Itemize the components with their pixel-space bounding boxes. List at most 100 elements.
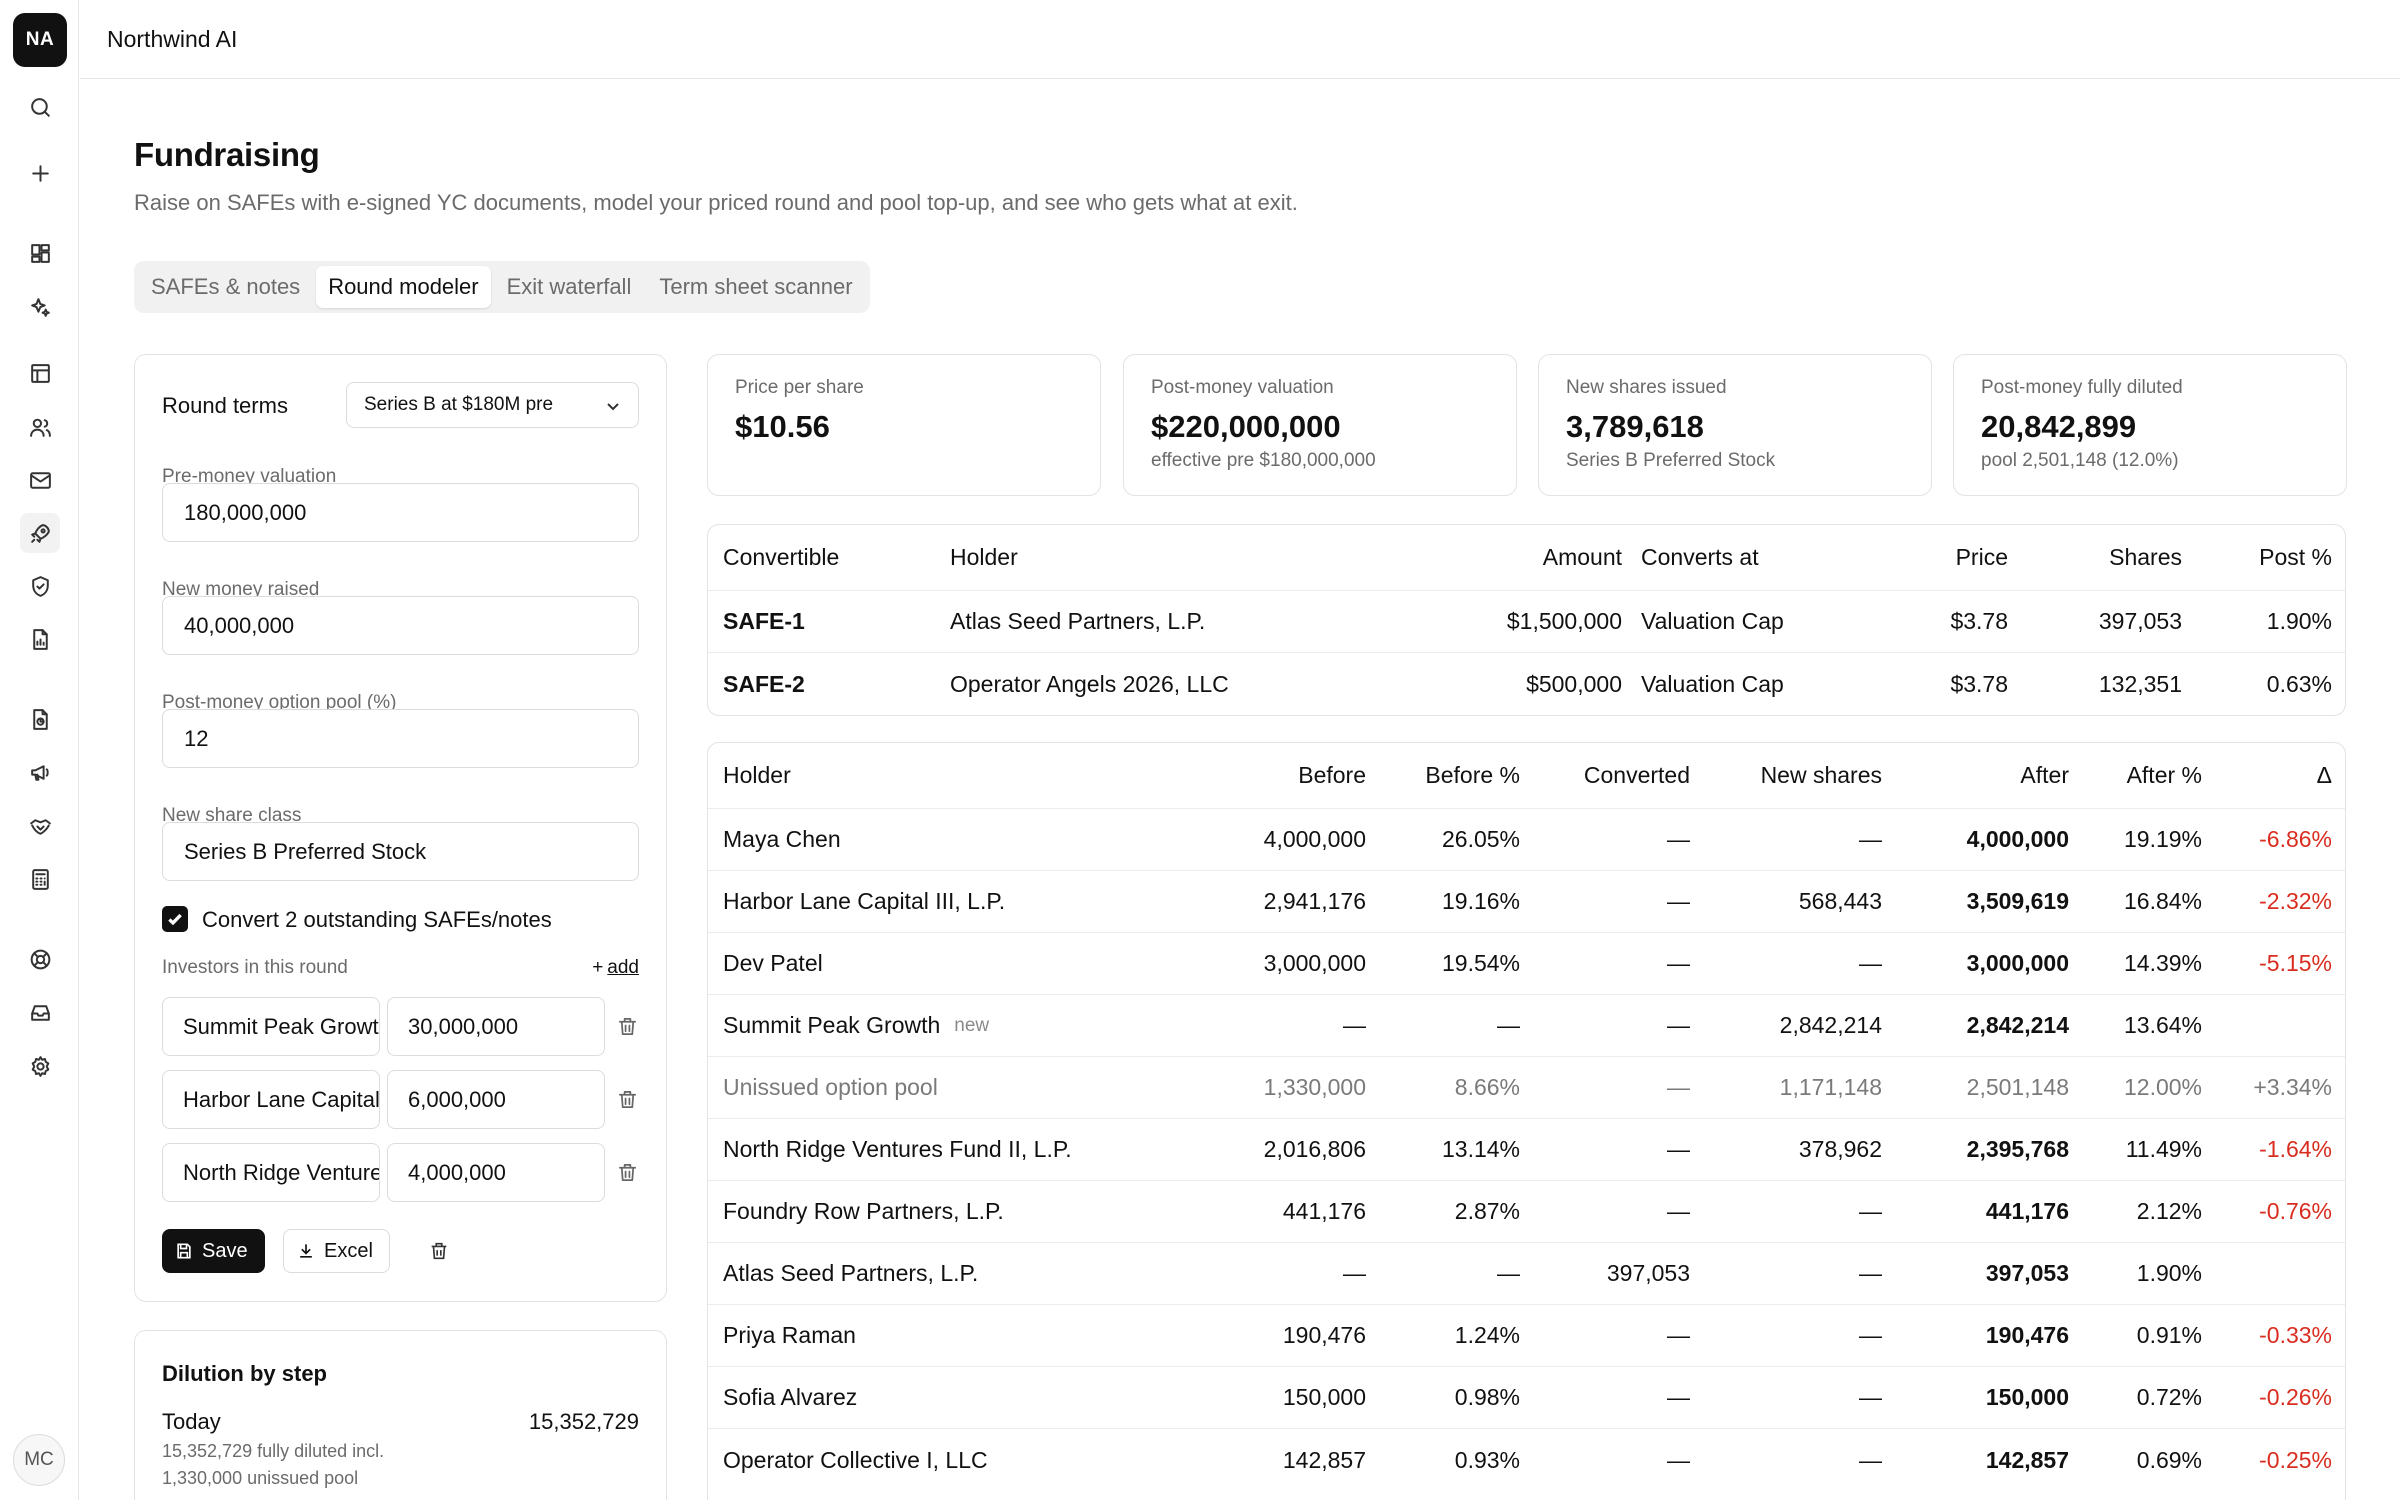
converted-cell: — [1667,1136,1690,1162]
convert-safes-label[interactable]: Convert 2 outstanding SAFEs/notes [202,907,552,932]
table-row[interactable]: Operator Collective I, LLC 142,857 0.93% — —… [708,1429,2345,1491]
user-avatar[interactable]: MC [13,1434,65,1486]
card-label: Post-money fully diluted [1981,377,2183,398]
trash-icon[interactable] [609,1154,645,1190]
dashboard-icon[interactable] [20,233,60,273]
investor-name-input[interactable]: Harbor Lane Capital III, L.P. [162,1070,380,1129]
rocket-icon[interactable] [20,513,60,553]
delta-cell: -0.25% [2259,1446,2332,1473]
before-pct-cell: 0.93% [1454,1446,1520,1473]
dilution-panel: Dilution by step Today 15,352,729 15,352… [134,1330,667,1500]
before-pct-cell: — [1497,1260,1520,1286]
inbox-icon[interactable] [20,992,60,1032]
chevron-down-icon [607,403,619,411]
holder-cell: Summit Peak Growth new [723,995,989,1056]
before-pct-cell: 19.16% [1441,888,1520,914]
plus-icon[interactable] [20,153,60,193]
sparkle-icon[interactable] [20,287,60,327]
add-investor-link[interactable]: + add [592,957,639,979]
download-icon [300,1244,312,1258]
search-icon[interactable] [20,87,60,127]
trash-icon[interactable] [609,1081,645,1117]
table-header-row: Holder Before Before % Converted New sha… [708,743,2345,809]
report-icon[interactable] [20,619,60,659]
cell: Operator Angels 2026, LLC [950,670,1229,697]
table-row[interactable]: Foundry Row Partners, L.P. 441,176 2.87% — —… [708,1181,2345,1243]
document-chart-icon[interactable] [20,699,60,739]
lifebuoy-icon[interactable] [20,939,60,979]
after-cell: 441,176 [1985,1198,2069,1224]
excel-export-button[interactable]: Excel [283,1229,390,1273]
new-shares-cell: — [1859,826,1882,852]
tab-term-sheet-scanner[interactable]: Term sheet scanner [659,274,853,299]
pre-money-input[interactable]: 180,000,000 [162,483,639,542]
after-pct-cell: 0.72% [2136,1384,2202,1410]
tab-exit-waterfall[interactable]: Exit waterfall [506,274,632,299]
table-row[interactable]: SAFE-2 Operator Angels 2026, LLC $500,00… [708,653,2345,715]
table-row[interactable]: Sofia Alvarez 150,000 0.98% — — 150,000 0.72% -… [708,1367,2345,1429]
workspace-logo[interactable]: NA [13,13,67,67]
before-pct-cell: 1.24% [1454,1322,1520,1348]
before-pct-cell: 8.66% [1454,1074,1520,1100]
investor-amount-input[interactable]: 4,000,000 [387,1143,605,1202]
table-row[interactable]: Harbor Lane Capital III, L.P. 2,941,176 19… [708,871,2345,933]
delta-cell: -5.15% [2259,950,2332,976]
page-subtitle: Raise on SAFEs with e-signed YC document… [134,190,1298,215]
option-pool-input[interactable]: 12 [162,709,639,768]
convert-safes-checkbox[interactable] [162,906,188,932]
converted-cell: 397,053 [1606,1260,1690,1286]
table-row[interactable]: Maya Chen 4,000,000 26.05% — — 4,000,000 19.19… [708,809,2345,871]
table-icon[interactable] [20,353,60,393]
tab-round-modeler[interactable]: Round modeler [316,266,491,308]
dilution-title: Dilution by step [162,1361,327,1386]
investors-label: Investors in this round [162,957,348,978]
cap-table-body: Maya Chen 4,000,000 26.05% — — 4,000,000 19.19… [708,809,2345,1491]
before-cell: 150,000 [1282,1384,1366,1410]
save-button[interactable]: Save [162,1229,265,1273]
before-cell: 4,000,000 [1263,826,1366,852]
shield-icon[interactable] [20,566,60,606]
table-row[interactable]: Unissued option pool 1,330,000 8.66% — 1,171… [708,1057,2345,1119]
investor-amount-input[interactable]: 6,000,000 [387,1070,605,1129]
table-row[interactable]: North Ridge Ventures Fund II, L.P. 2,016,… [708,1119,2345,1181]
trash-icon[interactable] [421,1233,457,1269]
after-pct-cell: 11.49% [2125,1136,2202,1162]
table-row[interactable]: Priya Raman 190,476 1.24% — — 190,476 0.91% -0.… [708,1305,2345,1367]
cell: $500,000 [1526,670,1622,697]
gear-icon[interactable] [20,1046,60,1086]
round-preset-select[interactable]: Series B at $180M pre [346,382,639,428]
card-label: New shares issued [1566,377,1727,398]
holder-cell: Unissued option pool [723,1057,938,1118]
card-value: $10.56 [735,409,830,444]
delta-cell: -6.86% [2259,826,2332,852]
post-money-valuation-card: Post-money valuation $220,000,000 effect… [1123,354,1517,496]
trash-icon[interactable] [609,1008,645,1044]
top-bar: Northwind AI [80,0,2400,79]
new-shares-cell: 2,842,214 [1779,1012,1882,1038]
card-label: Post-money valuation [1151,377,1334,398]
investor-name-input[interactable]: North Ridge Ventures Fund II, L.P. [162,1143,380,1202]
megaphone-icon[interactable] [20,752,60,792]
mail-icon[interactable] [20,460,60,500]
converted-cell: — [1667,1074,1690,1100]
holder-name: Dev Patel [723,950,823,976]
calculator-icon[interactable] [20,859,60,899]
handshake-icon[interactable] [20,806,60,846]
tab-safes-notes[interactable]: SAFEs & notes [151,274,301,299]
table-row[interactable]: Dev Patel 3,000,000 19.54% — — 3,000,000 14.39… [708,933,2345,995]
new-money-input[interactable]: 40,000,000 [162,596,639,655]
cell: SAFE-2 [723,670,805,697]
after-cell: 150,000 [1985,1384,2069,1410]
investor-name-input[interactable]: Summit Peak Growth [162,997,380,1056]
cell: 132,351 [2098,670,2182,697]
investor-amount-input[interactable]: 30,000,000 [387,997,605,1056]
column-header: Before % [1425,762,1520,788]
share-class-input[interactable]: Series B Preferred Stock [162,822,639,881]
after-pct-cell: 19.19% [2123,826,2202,852]
converted-cell: — [1667,826,1690,852]
table-row[interactable]: Summit Peak Growth new — — — 2,842,214 2,842,2… [708,995,2345,1057]
table-row[interactable]: Atlas Seed Partners, L.P. — — 397,053 — 397,0… [708,1243,2345,1305]
table-row[interactable]: SAFE-1 Atlas Seed Partners, L.P. $1,500,… [708,591,2345,653]
column-header: Holder [723,762,791,788]
users-icon[interactable] [20,407,60,447]
